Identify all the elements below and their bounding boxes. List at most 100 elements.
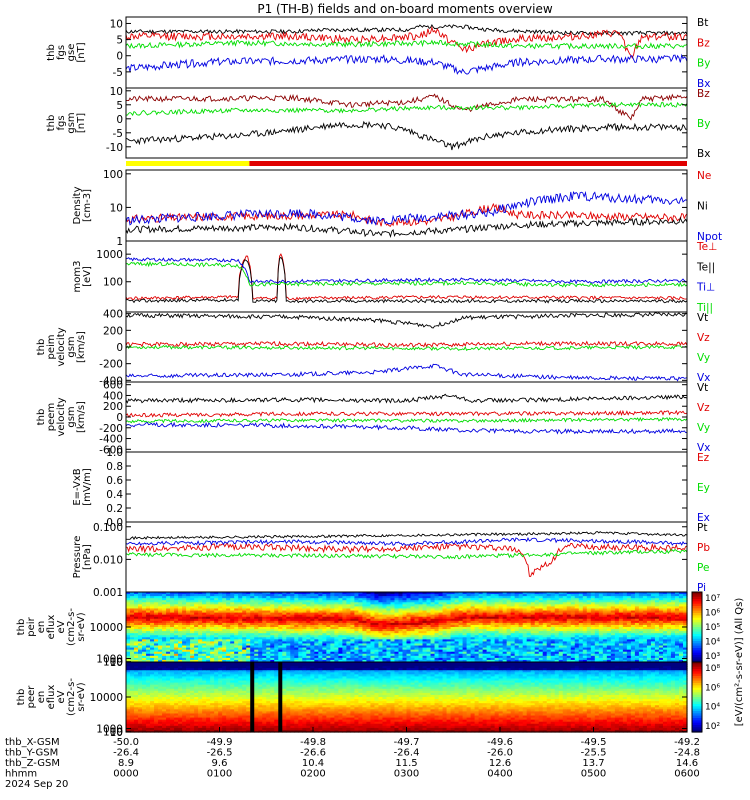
y-tick-label: 10 [110, 86, 123, 98]
y-tick-label: -5 [113, 128, 123, 140]
y-axis-label: fgs [56, 115, 67, 130]
y-axis-label: sr-eV) [76, 682, 87, 711]
y-tick-label: 200 [103, 325, 123, 337]
axis-row-value: -49.6 [487, 737, 513, 748]
y-axis-label: velocity [56, 327, 67, 366]
y-tick-label: 100 [103, 277, 123, 289]
y-tick-label: -200 [99, 359, 123, 371]
axis-row-value: -26.4 [113, 748, 139, 759]
y-axis-label: fgs [56, 45, 67, 60]
y-tick-label: 0.001 [93, 587, 123, 599]
y-tick-label: 10 [110, 202, 123, 214]
legend-entry: Vz [697, 332, 710, 344]
series-peim_vel-3 [125, 363, 688, 382]
y-tick-label: -600 [99, 444, 123, 456]
spectrogram-peir_spec [126, 592, 688, 663]
legend-entry: By [697, 118, 710, 130]
y-axis-label: gse [66, 44, 77, 62]
axis-row-value: 9.6 [212, 758, 228, 769]
y-tick-label: -200 [99, 423, 123, 435]
y-axis-label: [km/s] [76, 401, 87, 433]
panel-frame [125, 381, 688, 453]
series-temperature-2 [125, 257, 688, 285]
y-axis-label: eV [56, 690, 67, 703]
colorbar-tick-label: 10⁶ [705, 683, 720, 693]
axis-row-label: thb_Z-GSM [5, 758, 60, 769]
series-peem_vel-2 [125, 416, 688, 424]
series-temperature-1 [125, 256, 688, 304]
axis-row-value: 0200 [300, 769, 325, 780]
axis-row-value: 13.7 [582, 758, 604, 769]
y-axis-label: thb [46, 115, 57, 132]
y-tick-label: 0 [116, 412, 123, 424]
panel-fgs_gse: 10 5 0 -5 thb fgs gse [nT] Bt Bz By Bx [46, 16, 710, 90]
y-axis-label: velocity [56, 397, 67, 436]
legend-entry: Bx [697, 148, 710, 160]
panel-temperature: 1000 100 mom3 [eV] Te⊥ Te|| Ti⊥ Ti|| [72, 240, 717, 314]
series-density-2 [125, 190, 688, 226]
legend-entry: Vt [697, 312, 708, 324]
y-tick-label: 10000 [90, 692, 123, 704]
y-tick-label: 0.100 [93, 522, 123, 534]
y-axis-label: sr-eV) [76, 612, 87, 641]
colorbar-tick-label: 10⁸ [705, 664, 720, 674]
series-fgs_gse-0 [125, 23, 688, 37]
y-tick-label: 1000 [96, 249, 123, 261]
y-tick-label: -400 [99, 434, 123, 446]
legend-entry: Pi [697, 582, 706, 594]
legend-entry: Ti⊥ [696, 282, 715, 294]
axis-row-value: -24.8 [674, 748, 700, 759]
legend-entry: Vy [697, 352, 710, 364]
legend-entry: Ez [697, 452, 710, 464]
colorbar-tick-label: 10² [705, 722, 720, 732]
panel-fgs_gsm: 10 5 0 -5 -10 thb fgs gsm [nT] Bz By Bx [46, 86, 710, 160]
series-pressure-2 [125, 548, 688, 560]
legend-entry: Ex [697, 512, 710, 524]
mode-segment-0 [126, 161, 250, 166]
series-fgs_gsm-1 [125, 101, 688, 117]
y-axis-label: eV [56, 620, 67, 633]
axis-row-value: 14.6 [676, 758, 698, 769]
y-tick-label: 1 [116, 236, 123, 248]
colorbar-tick-label: 10⁴ [705, 703, 720, 713]
axis-row-value: -49.8 [300, 737, 326, 748]
axis-row-value: -26.6 [300, 748, 326, 759]
y-axis-label: eflux [46, 615, 57, 640]
data-gap-1 [278, 662, 283, 732]
legend-entry: Bz [697, 37, 710, 49]
y-axis-label: eflux [46, 685, 57, 710]
panel-mode_bar [126, 161, 688, 166]
y-axis-label: peem [46, 403, 57, 431]
panel-frame [125, 16, 688, 89]
y-axis-label: [nT] [76, 113, 87, 133]
y-axis-label: peer [26, 685, 37, 709]
y-axis-label: thb [16, 619, 27, 636]
y-tick-label: 0.0 [106, 517, 123, 529]
y-tick-label: 10 [110, 657, 123, 669]
axis-row-value: 12.6 [489, 758, 511, 769]
legend-entry: Vt [697, 382, 708, 394]
legend-entry: Bt [697, 17, 708, 29]
y-tick-label: 1000 [96, 654, 123, 666]
y-axis-label: Density [72, 186, 83, 224]
axis-row-value: -25.5 [581, 748, 607, 759]
y-tick-label: 1.0 [106, 447, 123, 459]
legend-entry: Bz [697, 88, 710, 100]
axis-row-value: 8.9 [118, 758, 134, 769]
axis-row-value: -50.0 [113, 737, 139, 748]
axis-row-value: 0600 [674, 769, 699, 780]
colorbar-tick-label: 10⁵ [705, 623, 720, 633]
series-pressure-3 [125, 537, 688, 547]
axis-row-value: 11.5 [395, 758, 417, 769]
legend-entry: Ni [697, 201, 708, 213]
axis-row-value: 10.4 [302, 758, 324, 769]
y-tick-label: 0 [116, 342, 123, 354]
y-tick-label: 0.2 [106, 503, 123, 515]
y-tick-label: 0 [116, 114, 123, 126]
colorbar-tick-label: 10⁷ [705, 594, 720, 604]
legend-entry: Bx [697, 78, 710, 90]
y-tick-label: 10 [110, 18, 123, 30]
colorbar-peir_spec: 10⁷ 10⁶ 10⁵ 10⁴ 10³ [691, 591, 720, 663]
